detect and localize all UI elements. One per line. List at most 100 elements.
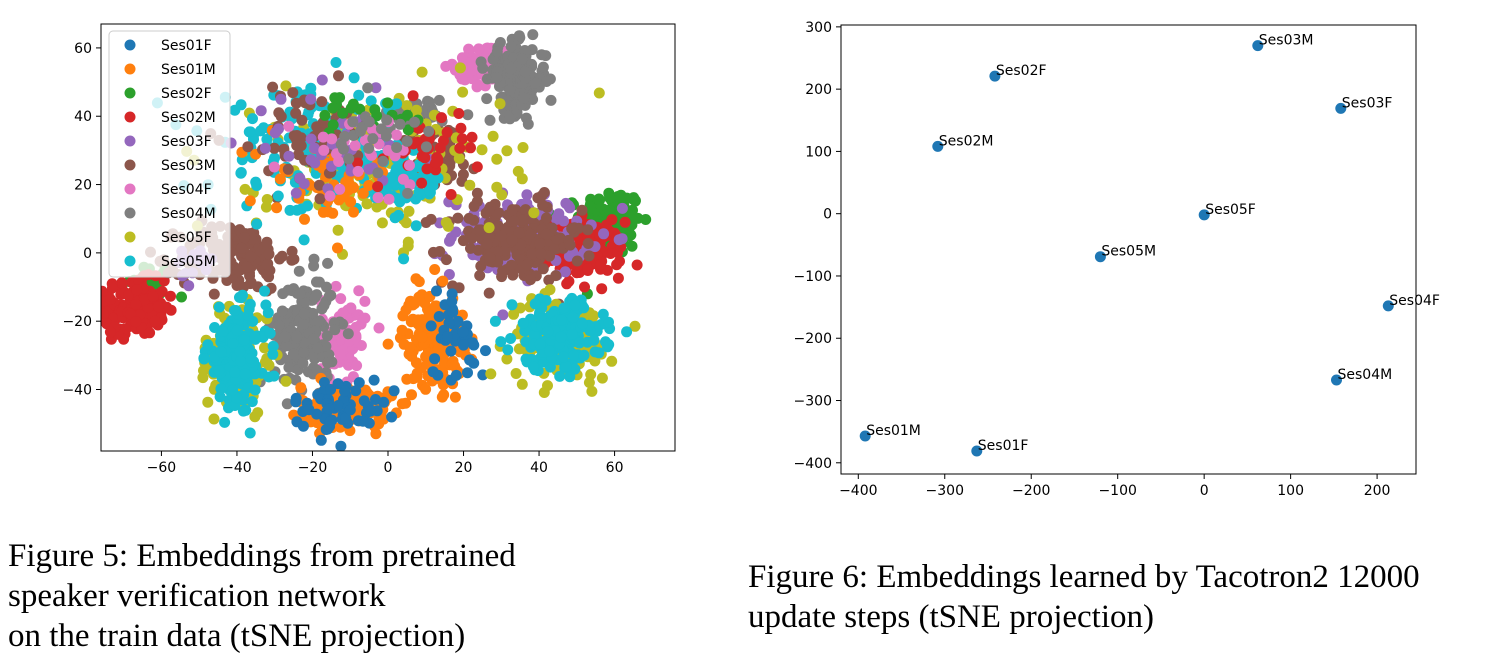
data-point (382, 144, 394, 156)
data-point (564, 239, 576, 251)
figure-6-caption-line: update steps (tSNE projection) (748, 599, 1154, 635)
data-point (588, 334, 600, 346)
data-point (327, 102, 339, 114)
data-point (322, 357, 334, 369)
legend-marker (124, 63, 136, 75)
data-point (535, 248, 547, 260)
data-point (591, 249, 603, 261)
data-point (362, 82, 374, 94)
data-point (436, 112, 447, 124)
figure-5-xtick-label: 0 (384, 460, 393, 476)
data-point (297, 357, 309, 369)
data-point (283, 120, 295, 132)
data-point (381, 114, 393, 126)
data-point (245, 353, 257, 365)
data-point (529, 77, 541, 89)
data-point (467, 337, 479, 349)
data-point (338, 143, 349, 155)
data-point (528, 329, 540, 341)
data-point (259, 142, 271, 154)
data-point (489, 315, 501, 327)
data-point (434, 142, 446, 154)
data-point (305, 133, 317, 145)
data-point (320, 340, 332, 352)
data-point (227, 384, 239, 396)
data-point (231, 324, 243, 336)
data-point (629, 320, 641, 332)
data-point (339, 385, 351, 397)
point-label: Ses04F (1389, 293, 1440, 309)
data-point (444, 235, 455, 247)
data-point (144, 327, 156, 339)
data-point (312, 342, 324, 354)
data-point (344, 404, 356, 416)
data-point (434, 246, 446, 257)
data-point (476, 144, 488, 156)
data-point (274, 173, 286, 185)
point-label: Ses03F (1342, 95, 1393, 111)
legend-marker (124, 135, 136, 147)
data-point (276, 305, 288, 317)
data-point (147, 290, 159, 302)
data-point (234, 346, 246, 358)
figure-5-xtick-label: −40 (222, 460, 252, 476)
data-point (347, 98, 359, 110)
figure-5-xtick-label: 60 (606, 460, 624, 476)
data-point (527, 29, 539, 41)
figure-5-xtick-label: 40 (530, 460, 548, 476)
data-point (433, 311, 445, 322)
legend-marker (124, 159, 136, 171)
data-point (559, 266, 571, 278)
data-point (263, 371, 275, 383)
data-point (513, 227, 525, 239)
data-point (512, 165, 524, 177)
data-point (529, 298, 541, 310)
legend-marker (124, 87, 136, 99)
data-point (104, 326, 116, 338)
point-label: Ses05F (1205, 202, 1256, 218)
data-point (619, 216, 631, 228)
data-point (352, 165, 364, 177)
data-point (519, 66, 531, 78)
data-point (152, 301, 164, 313)
data-point (249, 384, 261, 396)
data-point (101, 285, 108, 297)
data-point (263, 248, 275, 260)
data-point (282, 163, 294, 175)
data-point (262, 307, 274, 319)
data-point (131, 284, 143, 296)
data-point (315, 434, 327, 446)
data-point (365, 405, 377, 417)
data-point (295, 382, 307, 394)
data-point (376, 217, 388, 229)
data-point (582, 238, 594, 249)
data-point (560, 360, 572, 372)
data-point (537, 199, 549, 211)
data-point (298, 308, 310, 320)
data-point (409, 116, 420, 128)
data-point (322, 257, 334, 269)
data-point (471, 161, 483, 173)
data-point (283, 362, 295, 373)
data-point (202, 396, 214, 408)
data-point (139, 294, 150, 306)
data-point (410, 273, 422, 285)
data-point (335, 440, 347, 451)
data-point (521, 259, 533, 271)
data-point (491, 153, 503, 165)
data-point (261, 259, 273, 271)
data-point (309, 142, 320, 154)
data-point (161, 301, 173, 313)
data-point (245, 251, 257, 263)
data-point (326, 133, 338, 145)
data-point (631, 259, 643, 271)
data-point (309, 291, 321, 303)
data-point (462, 367, 473, 379)
data-point (491, 72, 503, 83)
data-point (640, 214, 652, 225)
data-point (314, 193, 326, 205)
data-point (517, 142, 529, 153)
data-point (481, 93, 493, 105)
data-point (391, 129, 402, 141)
data-point (537, 263, 549, 275)
